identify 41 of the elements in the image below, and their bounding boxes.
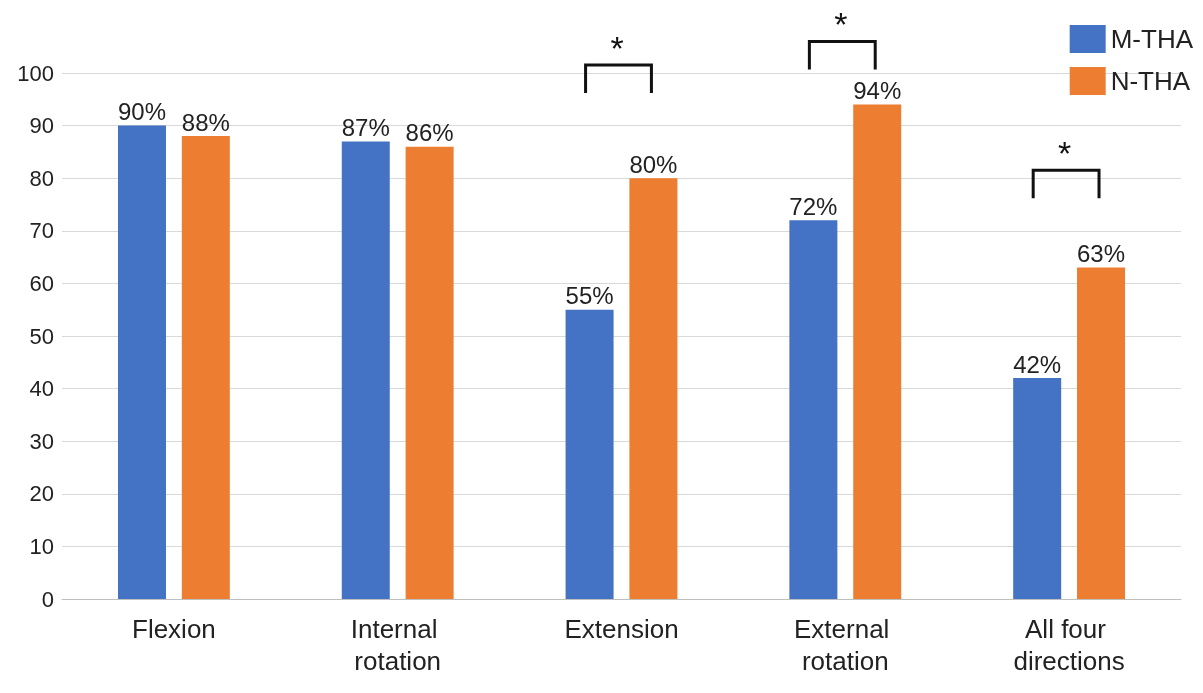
bar <box>853 104 902 599</box>
bar <box>1077 267 1126 599</box>
y-tick-label: 0 <box>41 586 54 612</box>
y-tick-label: 90 <box>29 113 54 139</box>
data-label: 72% <box>789 192 838 220</box>
annotation: * <box>1058 134 1072 173</box>
data-label: 94% <box>853 77 902 105</box>
x-tick-label: Flexion <box>131 614 216 644</box>
y-tick-label: 80 <box>29 165 54 191</box>
bar <box>117 125 166 599</box>
y-tick-label: 10 <box>29 533 54 559</box>
bar <box>789 220 838 599</box>
bar <box>1013 378 1062 599</box>
y-tick-label: 60 <box>29 270 54 296</box>
y-tick-label: 30 <box>29 428 54 454</box>
bar <box>341 141 390 599</box>
bar <box>565 309 614 599</box>
x-tick-label: Internal rotation <box>350 614 445 676</box>
text: * <box>610 29 624 68</box>
text: * <box>834 5 848 44</box>
data-label: 90% <box>117 98 166 126</box>
bar <box>629 178 678 599</box>
x-tick-label: Extension <box>564 614 679 644</box>
data-label: 42% <box>1013 350 1062 378</box>
data-label: 80% <box>629 150 678 178</box>
data-label: 63% <box>1077 240 1126 268</box>
x-tick-label: All four directions <box>1013 614 1125 676</box>
legend-label: M-THA <box>1110 24 1194 54</box>
data-label: 88% <box>181 108 230 136</box>
y-tick-label: 20 <box>29 481 54 507</box>
bar <box>405 146 454 599</box>
y-tick-label: 40 <box>29 376 54 402</box>
data-label: 55% <box>565 282 614 310</box>
bar <box>181 136 230 599</box>
x-tick-label: External rotation <box>794 614 897 676</box>
y-tick-label: 70 <box>29 218 54 244</box>
y-tick-label: 100 <box>17 60 54 86</box>
legend-label: N-THA <box>1110 66 1191 96</box>
data-label: 86% <box>405 119 454 147</box>
data-label: 87% <box>341 113 390 141</box>
y-tick-label: 50 <box>29 323 54 349</box>
